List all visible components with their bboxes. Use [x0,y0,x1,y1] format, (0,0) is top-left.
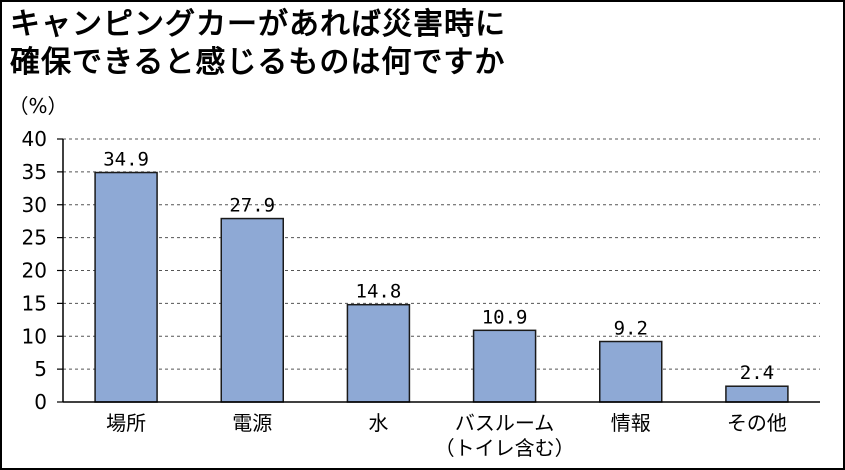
bar [599,340,663,403]
y-tick-label: 40 [22,127,47,151]
y-tick-label: 0 [34,390,47,414]
bar [725,385,789,403]
x-category-label: バスルーム [455,411,554,435]
data-label: 34.9 [103,149,149,171]
data-label: 10.9 [482,306,528,328]
bar [220,217,284,403]
y-tick-label: 15 [22,291,47,315]
bar [346,303,411,403]
x-category-label: 情報 [611,411,651,435]
y-axis-unit-label: （%） [8,94,67,118]
y-tick-label: 25 [22,226,47,250]
x-category-label: 電源 [232,411,272,435]
data-label: 2.4 [740,362,774,384]
y-tick-label: 30 [22,193,47,217]
y-tick-label: 10 [22,324,47,348]
data-label: 27.9 [229,195,275,217]
y-tick-label: 35 [22,160,47,184]
y-tick-label: 20 [22,259,47,283]
bar [472,329,537,403]
x-category-label: 水 [368,411,388,435]
x-category-label: 場所 [106,411,146,435]
data-label: 14.8 [356,281,402,303]
x-category-label: その他 [727,411,787,435]
chart-title-line-1: キャンピングカーがあれば災害時に [10,7,506,42]
y-tick-label: 5 [34,357,47,381]
chart-title: キャンピングカーがあれば災害時に 確保できると感じるものは何ですか [10,6,506,82]
chart-title-line-2: 確保できると感じるものは何ですか [10,45,506,80]
bar [94,171,158,403]
data-label: 9.2 [614,318,648,340]
x-category-label: （トイレ含む） [435,436,575,460]
